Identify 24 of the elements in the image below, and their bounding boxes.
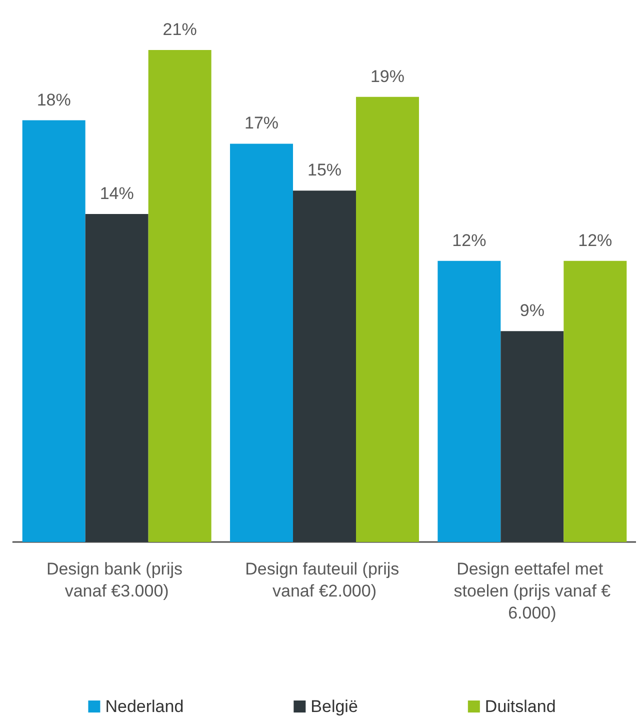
bar [356,96,419,542]
data-label: 18% [36,90,71,110]
data-label: 9% [520,301,544,320]
bar [438,260,501,542]
data-label: 21% [162,20,197,39]
data-label: 12% [578,230,612,250]
bar [564,260,627,542]
legend-label: België [310,697,358,716]
data-label: 17% [244,114,279,133]
bar [148,50,212,542]
bar [500,331,564,542]
bar [85,214,148,542]
data-label: 19% [370,66,405,86]
data-label: 12% [452,230,486,250]
x-tick-label: Design eettafel met stoelen (prijs vanaf €6.000) [454,560,612,622]
legend-label: Nederland [105,697,184,716]
bar [230,144,294,542]
legend-label: Duitsland [484,697,556,716]
x-tick-label: Design bank (prijs vanaf €3.000) [46,560,188,600]
bar [22,120,86,542]
x-tick-label: Design fauteuil (prijs vanaf €2.000) [245,560,404,600]
bar [293,190,356,542]
data-label: 15% [307,160,342,180]
data-label: 14% [100,184,134,203]
